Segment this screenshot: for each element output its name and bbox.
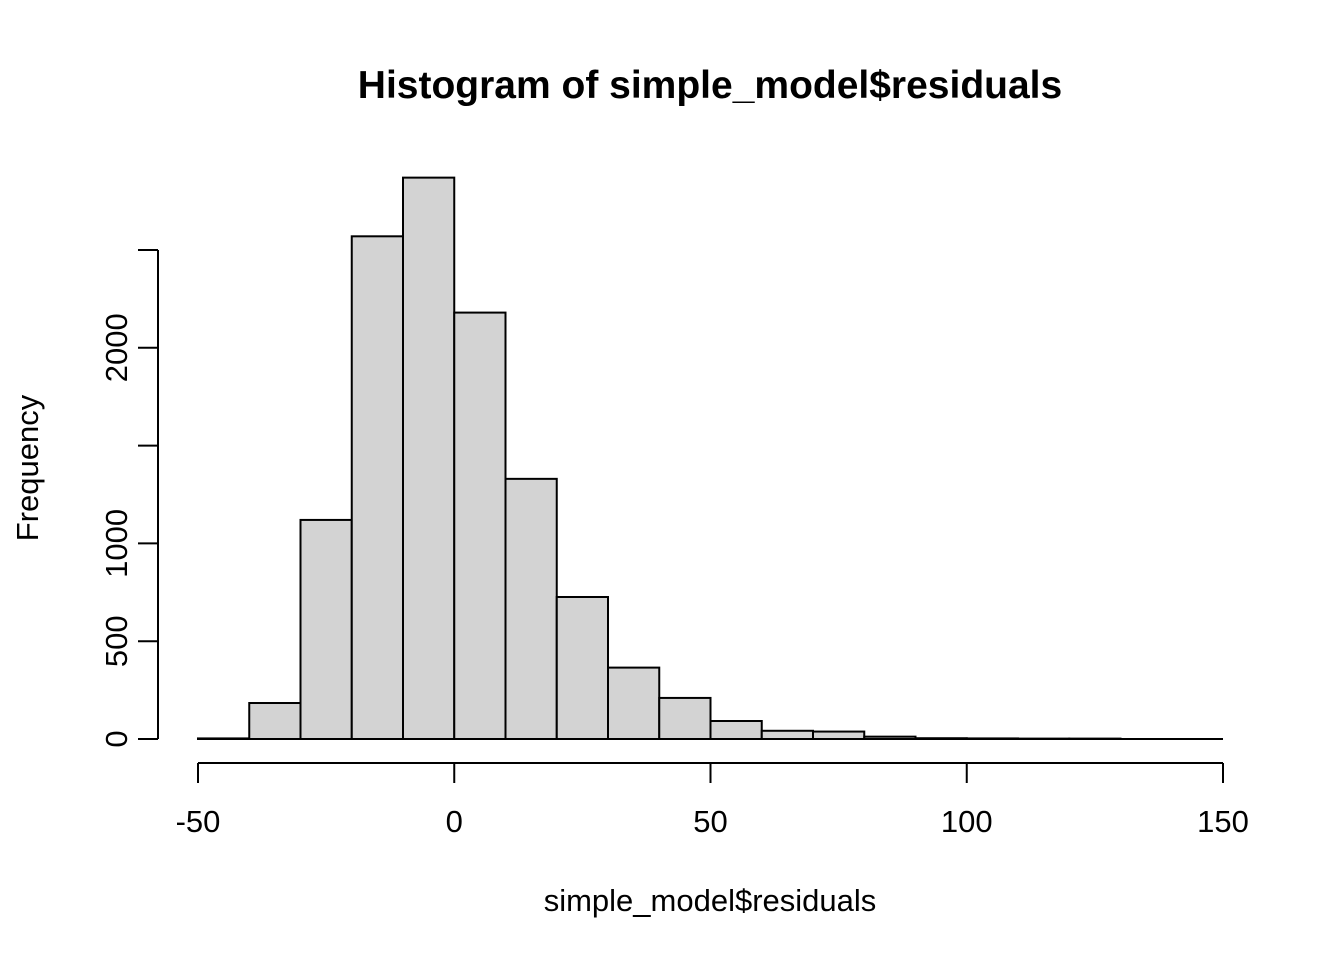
histogram-bar: [607, 666, 661, 741]
x-tick-label: 100: [941, 804, 993, 839]
histogram-bar: [812, 730, 866, 740]
y-axis-label: Frequency: [10, 394, 45, 541]
x-axis-label: simple_model$residuals: [544, 883, 877, 918]
x-tick-label: 50: [693, 804, 727, 839]
histogram-bar: [453, 311, 507, 740]
histogram-bar: [760, 729, 814, 740]
bars-group: [197, 176, 1223, 741]
chart-title: Histogram of simple_model$residuals: [358, 64, 1062, 107]
x-tick-label: 150: [1197, 804, 1249, 839]
histogram-bar: [299, 518, 353, 740]
y-tick-label: 500: [99, 615, 134, 667]
x-tick-label: -50: [176, 804, 221, 839]
y-tick-label: 0: [99, 730, 134, 747]
x-tick-label: 0: [446, 804, 463, 839]
histogram-bar: [658, 696, 712, 741]
x-axis: -50 0 50 100 150: [176, 762, 1249, 839]
histogram-bar: [350, 235, 404, 740]
y-tick-label: 1000: [99, 509, 134, 578]
histogram-bar: [402, 176, 456, 741]
histogram-bar: [555, 595, 609, 740]
histogram-bar: [709, 720, 763, 741]
y-tick-label: 2000: [99, 313, 134, 382]
y-axis: 0 500 1000 2000: [99, 249, 159, 748]
histogram-bar: [504, 477, 558, 740]
histogram-bar: [248, 702, 302, 740]
